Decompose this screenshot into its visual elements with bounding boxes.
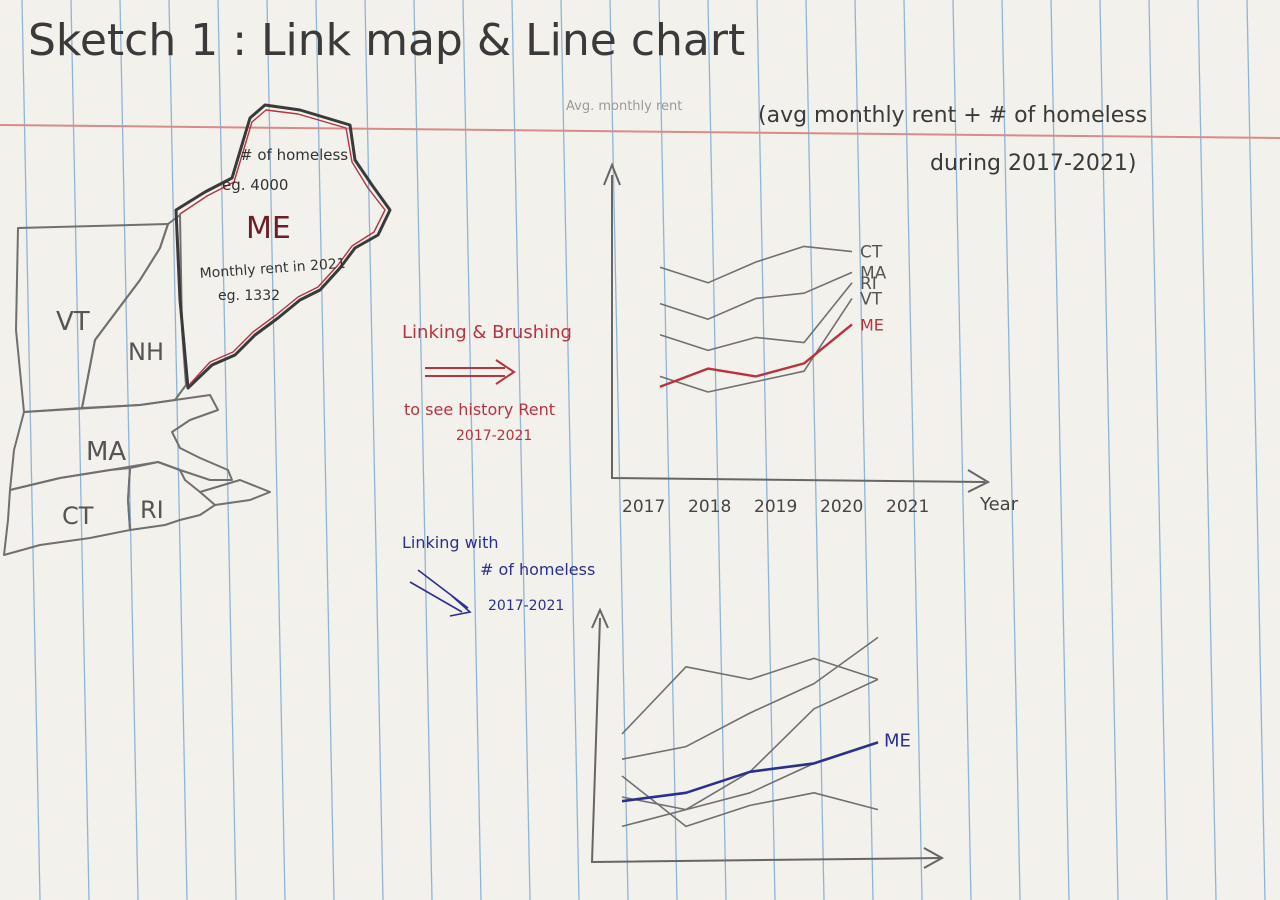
state-label-nh: NH xyxy=(128,338,164,366)
chart1-series-label: VT xyxy=(860,289,883,309)
blue-arrow xyxy=(409,569,472,617)
margin-line xyxy=(0,124,1280,139)
linking-with-line-2: # of homeless xyxy=(480,560,595,579)
linking-with-line-1: Linking with xyxy=(402,533,499,552)
state-label-me: ME xyxy=(246,211,291,246)
rule-line xyxy=(70,0,90,900)
chart1-series-label: ME xyxy=(860,315,884,334)
chart1-tick-labels: 2017 2018 2019 2020 2021 xyxy=(622,497,929,517)
chart1-series-label: CT xyxy=(860,243,883,263)
chart2-series-line[interactable] xyxy=(621,741,879,803)
see-history-line-1: to see history Rent xyxy=(404,400,555,419)
state-label-vt: VT xyxy=(56,307,90,337)
rhode-island-shape[interactable] xyxy=(127,461,216,531)
chart2-series-line[interactable] xyxy=(621,636,879,760)
rule-line xyxy=(756,0,776,900)
rule-line xyxy=(609,0,629,900)
homeless-line-chart: ME xyxy=(590,607,945,869)
vermont-shape[interactable] xyxy=(15,223,169,413)
rule-line xyxy=(266,0,286,900)
chart1-series-label: RI xyxy=(860,274,877,294)
chart1-series-line[interactable] xyxy=(659,297,853,393)
chart1-ylabel: Avg. monthly rent xyxy=(566,99,682,114)
chart1-tick-label: 2017 xyxy=(622,497,665,517)
chart2-series-line[interactable] xyxy=(621,678,879,811)
rule-line xyxy=(560,0,580,900)
rule-line xyxy=(1246,0,1266,900)
rule-line xyxy=(658,0,678,900)
maine-highlight xyxy=(179,109,386,385)
new-england-map: VT NH ME MA CT RI # of homeless eg. 4000… xyxy=(3,103,392,556)
rule-line xyxy=(315,0,335,900)
rule-line xyxy=(1148,0,1168,900)
chart2-series-line[interactable] xyxy=(621,775,879,828)
rule-line xyxy=(217,0,237,900)
new-hampshire-shape[interactable] xyxy=(81,214,187,409)
chart1-series-line[interactable] xyxy=(659,271,853,321)
tooltip-homeless-label: # of homeless xyxy=(240,146,348,164)
rule-line xyxy=(119,0,139,900)
chart1-tick-label: 2021 xyxy=(886,497,929,517)
cape-cod-shape xyxy=(199,479,271,506)
linking-with-line-3: 2017-2021 xyxy=(488,598,564,614)
chart1-axes xyxy=(603,162,991,493)
chart1-tick-label: 2019 xyxy=(754,497,797,517)
rule-line xyxy=(952,0,972,900)
rule-line xyxy=(1099,0,1119,900)
rule-line xyxy=(805,0,825,900)
chart2-series-label: ME xyxy=(884,730,911,751)
rule-line xyxy=(854,0,874,900)
rule-line xyxy=(168,0,188,900)
tooltip-rent-value: eg. 1332 xyxy=(218,288,280,304)
notebook-rules xyxy=(21,0,1266,900)
rule-line xyxy=(1197,0,1217,900)
chart2-axes xyxy=(590,607,945,869)
rule-line xyxy=(1050,0,1070,900)
rule-line xyxy=(707,0,727,900)
see-history-line-2: 2017-2021 xyxy=(456,428,532,444)
state-label-ri: RI xyxy=(140,496,164,524)
tooltip-homeless-value: eg. 4000 xyxy=(222,176,288,194)
linking-brushing-label: Linking & Brushing xyxy=(402,322,572,343)
subtitle-line-2: during 2017-2021) xyxy=(930,151,1136,176)
red-arrow xyxy=(425,359,516,385)
rule-line xyxy=(1001,0,1021,900)
chart2-series-line[interactable] xyxy=(621,657,879,735)
chart1-series-line[interactable] xyxy=(659,323,853,388)
subtitle-line-1: (avg monthly rent + # of homeless xyxy=(758,103,1147,128)
chart1-tick-label: 2020 xyxy=(820,497,863,517)
maine-shape[interactable] xyxy=(174,103,392,390)
chart1-series-line[interactable] xyxy=(659,245,853,284)
state-label-ct: CT xyxy=(62,502,94,530)
rule-line xyxy=(511,0,531,900)
rule-line xyxy=(903,0,923,900)
rule-line xyxy=(413,0,433,900)
chart1-series-line[interactable] xyxy=(659,282,853,352)
page-title: Sketch 1 : Link map & Line chart xyxy=(28,15,745,66)
rule-line xyxy=(462,0,482,900)
chart1-tick-label: 2018 xyxy=(688,497,731,517)
rule-line xyxy=(364,0,384,900)
chart1-series-label: MA xyxy=(860,263,887,283)
chart2-series-group: ME xyxy=(621,636,911,828)
rule-line xyxy=(21,0,41,900)
chart1-xlabel: Year xyxy=(979,494,1019,515)
state-label-ma: MA xyxy=(86,437,126,467)
